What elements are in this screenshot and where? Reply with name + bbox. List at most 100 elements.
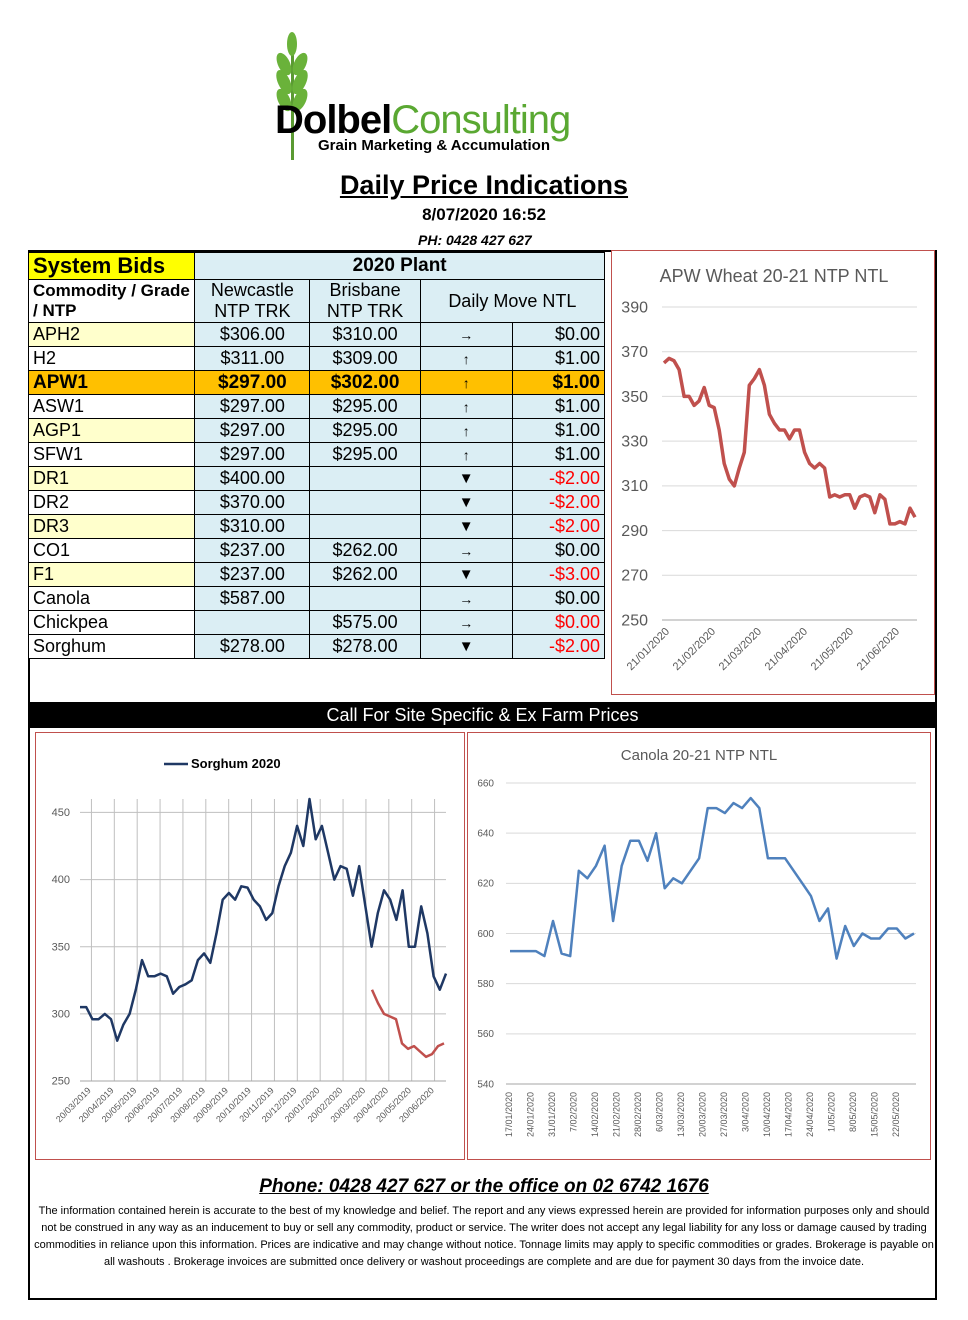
- brisbane-price-cell: $278.00: [309, 634, 421, 659]
- brisbane-price-cell: [309, 466, 421, 491]
- move-arrow-icon: ↑: [419, 442, 513, 467]
- y-tick-label: 390: [621, 299, 648, 316]
- x-tick-label: 27/03/2020: [719, 1092, 729, 1137]
- grade-cell: APW1: [27, 370, 196, 395]
- newcastle-price-cell: $237.00: [194, 538, 311, 563]
- move-value-cell: $1.00: [511, 346, 606, 371]
- table-row: APH2 $306.00 $310.00 → $0.00: [27, 322, 606, 347]
- legend-label: Sorghum 2020: [191, 756, 281, 771]
- x-tick-label: 24/04/2020: [805, 1092, 815, 1137]
- y-tick-label: 580: [477, 979, 494, 990]
- newcastle-price-cell: $311.00: [194, 346, 311, 371]
- x-tick-label: 21/01/2020: [625, 626, 672, 673]
- move-value-cell: -$2.00: [511, 634, 606, 659]
- bids-table: System Bids 2020 Plant Commodity / Grade…: [27, 252, 606, 659]
- x-tick-label: 6/03/2020: [655, 1092, 665, 1132]
- y-tick-label: 350: [621, 389, 648, 406]
- newcastle-price-cell: [194, 610, 311, 635]
- sorghum-chart-svg: 25030035040045020/03/201920/04/201920/05…: [52, 756, 448, 1124]
- move-value-cell: -$2.00: [511, 466, 606, 491]
- newcastle-column-header: Newcastle NTP TRK: [194, 279, 311, 323]
- newcastle-price-cell: $370.00: [194, 490, 311, 515]
- grade-cell: SFW1: [27, 442, 196, 467]
- x-tick-label: 24/01/2020: [526, 1092, 536, 1137]
- chart-title: APW Wheat 20-21 NTP NTL: [660, 266, 889, 286]
- series-line: [80, 797, 448, 1042]
- canola-chart-svg: 540 560 580 600 620 640 660 17/01/2020 24/01/202…: [477, 747, 916, 1137]
- brisbane-price-cell: $262.00: [309, 562, 421, 587]
- call-bar: Call For Site Specific & Ex Farm Prices: [28, 702, 937, 728]
- x-tick-label: 3/04/2020: [741, 1092, 751, 1132]
- grade-cell: AGP1: [27, 418, 196, 443]
- bid-rows: APH2 $306.00 $310.00 → $0.00 H2 $311.00 $309.00…: [27, 322, 606, 659]
- brisbane-price-cell: $309.00: [309, 346, 421, 371]
- grade-cell: DR1: [27, 466, 196, 491]
- x-tick-label: 17/01/2020: [504, 1092, 514, 1137]
- grade-cell: Canola: [27, 586, 196, 611]
- y-tick-label: 330: [621, 433, 648, 450]
- page-title: Daily Price Indications: [339, 170, 629, 200]
- table-row: DR1 $400.00 ▼ -$2.00: [27, 466, 606, 491]
- table-row: Sorghum $278.00 $278.00 ▼ -$2.00: [27, 634, 606, 659]
- grade-cell: Chickpea: [27, 610, 196, 635]
- table-row: AGP1 $297.00 $295.00 ↑ $1.00: [27, 418, 606, 443]
- newcastle-price-cell: $297.00: [194, 418, 311, 443]
- move-arrow-icon: →: [419, 610, 513, 635]
- x-tick-label: 1/05/2020: [827, 1092, 837, 1132]
- brisbane-price-cell: $295.00: [309, 442, 421, 467]
- x-tick-label: 14/02/2020: [590, 1092, 600, 1137]
- move-value-cell: $0.00: [511, 586, 606, 611]
- x-tick-label: 21/02/2020: [671, 626, 718, 673]
- wheat-logo-icon: [276, 32, 308, 160]
- apw-wheat-chart-svg: 250 270 290 310 330 350 370 390 21/01/202021/02/…: [621, 266, 917, 673]
- y-tick-label: 400: [52, 874, 70, 886]
- grade-cell: APH2: [27, 322, 196, 347]
- table-row: DR2 $370.00 ▼ -$2.00: [27, 490, 606, 515]
- newcastle-price-cell: $400.00: [194, 466, 311, 491]
- system-bids-label: System Bids: [27, 252, 196, 280]
- series-line: [370, 989, 445, 1059]
- y-tick-label: 300: [52, 1009, 70, 1021]
- move-arrow-icon: ↑: [419, 346, 513, 371]
- table-row: F1 $237.00 $262.00 ▼ -$3.00: [27, 562, 606, 587]
- y-tick-label: 270: [621, 568, 648, 585]
- table-row: H2 $311.00 $309.00 ↑ $1.00: [27, 346, 606, 371]
- grade-cell: F1: [27, 562, 196, 587]
- table-row: DR3 $310.00 ▼ -$2.00: [27, 514, 606, 539]
- y-tick-label: 370: [621, 344, 648, 361]
- move-arrow-icon: ▼: [419, 466, 513, 491]
- table-row: SFW1 $297.00 $295.00 ↑ $1.00: [27, 442, 606, 467]
- header-phone: PH: 0428 427 627: [418, 232, 532, 248]
- y-tick-label: 350: [52, 941, 70, 953]
- brisbane-column-header: Brisbane NTP TRK: [309, 279, 421, 323]
- table-row: Chickpea $575.00 → $0.00: [27, 610, 606, 635]
- move-value-cell: $1.00: [511, 370, 606, 395]
- grade-cell: ASW1: [27, 394, 196, 419]
- table-row: Canola $587.00 → $0.00: [27, 586, 606, 611]
- disclaimer-text: The information contained herein is accu…: [34, 1205, 934, 1268]
- newcastle-price-cell: $297.00: [194, 442, 311, 467]
- newcastle-price-cell: $237.00: [194, 562, 311, 587]
- move-value-cell: $0.00: [511, 610, 606, 635]
- grade-cell: DR3: [27, 514, 196, 539]
- x-tick-label: 21/03/2020: [717, 626, 764, 673]
- move-value-cell: -$2.00: [511, 514, 606, 539]
- brisbane-price-cell: $262.00: [309, 538, 421, 563]
- chart-title: Canola 20-21 NTP NTL: [621, 747, 777, 764]
- commodity-column-header: Commodity / Grade / NTP: [27, 279, 196, 323]
- series-line: [510, 796, 915, 960]
- move-value-cell: $0.00: [511, 538, 606, 563]
- brisbane-price-cell: $295.00: [309, 394, 421, 419]
- move-column-header: Daily Move NTL: [419, 279, 606, 323]
- move-value-cell: $0.00: [511, 322, 606, 347]
- apw-wheat-chart: 250 270 290 310 330 350 370 390 21/01/2020 21/02/…: [611, 250, 935, 695]
- table-row: CO1 $237.00 $262.00 → $0.00: [27, 538, 606, 563]
- y-tick-label: 560: [477, 1029, 494, 1040]
- grade-cell: H2: [27, 346, 196, 371]
- move-value-cell: $1.00: [511, 442, 606, 467]
- sorghum-chart: 250 300 350 400 450 20/03/2019 20/04/2019 20/05…: [35, 732, 465, 1160]
- move-arrow-icon: ▼: [419, 490, 513, 515]
- y-tick-label: 540: [477, 1079, 494, 1090]
- brisbane-price-cell: $302.00: [309, 370, 421, 395]
- canola-chart: 540 560 580 600 620 640 660 17/01/2020 24/01/202…: [467, 732, 931, 1160]
